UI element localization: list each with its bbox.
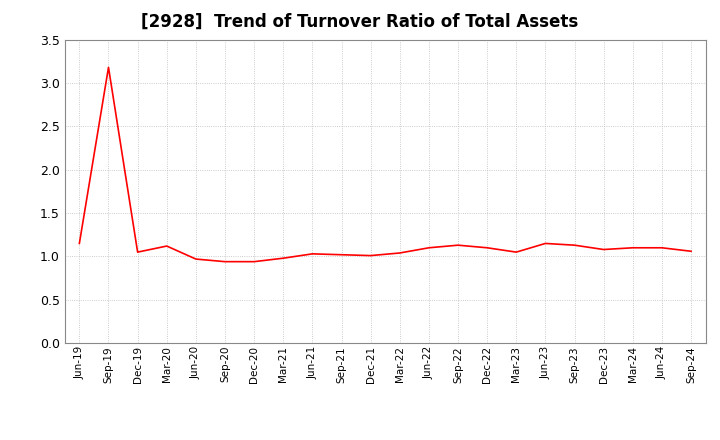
Text: [2928]  Trend of Turnover Ratio of Total Assets: [2928] Trend of Turnover Ratio of Total … [141, 13, 579, 31]
